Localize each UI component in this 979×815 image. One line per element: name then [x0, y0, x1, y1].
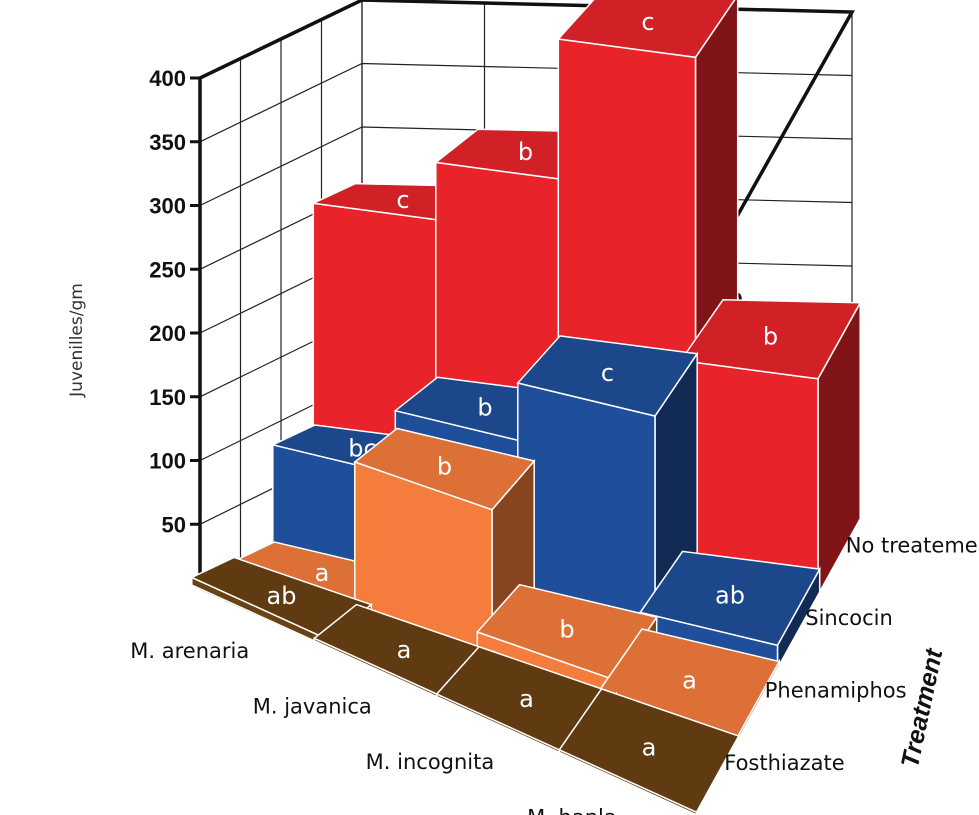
left-tick-label: 50: [162, 512, 186, 537]
category-label: M. incognita: [366, 750, 495, 774]
left-tick-label: 200: [149, 321, 186, 346]
bar-label: ab: [715, 582, 745, 610]
bar-label: b: [437, 452, 452, 480]
series-label: Sincocin: [805, 606, 893, 630]
series-label: Phenamiphos: [765, 678, 907, 702]
bar-label: b: [518, 138, 533, 166]
left-axis-ticks: 50 100 150 200 250 300 350 400: [149, 66, 200, 537]
series-label: No treatement: [846, 533, 979, 557]
bar-label: b: [477, 394, 492, 422]
bar-label: a: [315, 559, 330, 587]
series-label: Fosthiazate: [724, 751, 844, 775]
bar-label: b: [559, 615, 574, 643]
left-tick-label: 100: [149, 449, 186, 474]
category-label: M. arenaria: [130, 639, 249, 663]
category-label: M. hapla: [527, 805, 617, 815]
bar-label: a: [642, 734, 657, 762]
bar-label: a: [682, 667, 697, 695]
bar-label: c: [601, 359, 614, 387]
category-label: M. javanica: [253, 694, 372, 718]
bar-label: ab: [267, 582, 297, 610]
bar-label: c: [641, 8, 654, 36]
bar-label: c: [396, 186, 409, 214]
bar-label: a: [519, 685, 534, 713]
y-axis-label: Juvenilles/gm: [67, 283, 87, 398]
bar-label: b: [763, 322, 778, 350]
left-tick-label: 300: [149, 194, 186, 219]
treatment-axis-label: Treatment: [896, 645, 949, 770]
left-tick-label: 350: [149, 130, 186, 155]
left-tick-label: 150: [149, 385, 186, 410]
left-tick-label: 400: [149, 66, 186, 91]
left-tick-label: 250: [149, 257, 186, 282]
bar-label: a: [397, 636, 412, 664]
bar: b: [681, 300, 860, 595]
